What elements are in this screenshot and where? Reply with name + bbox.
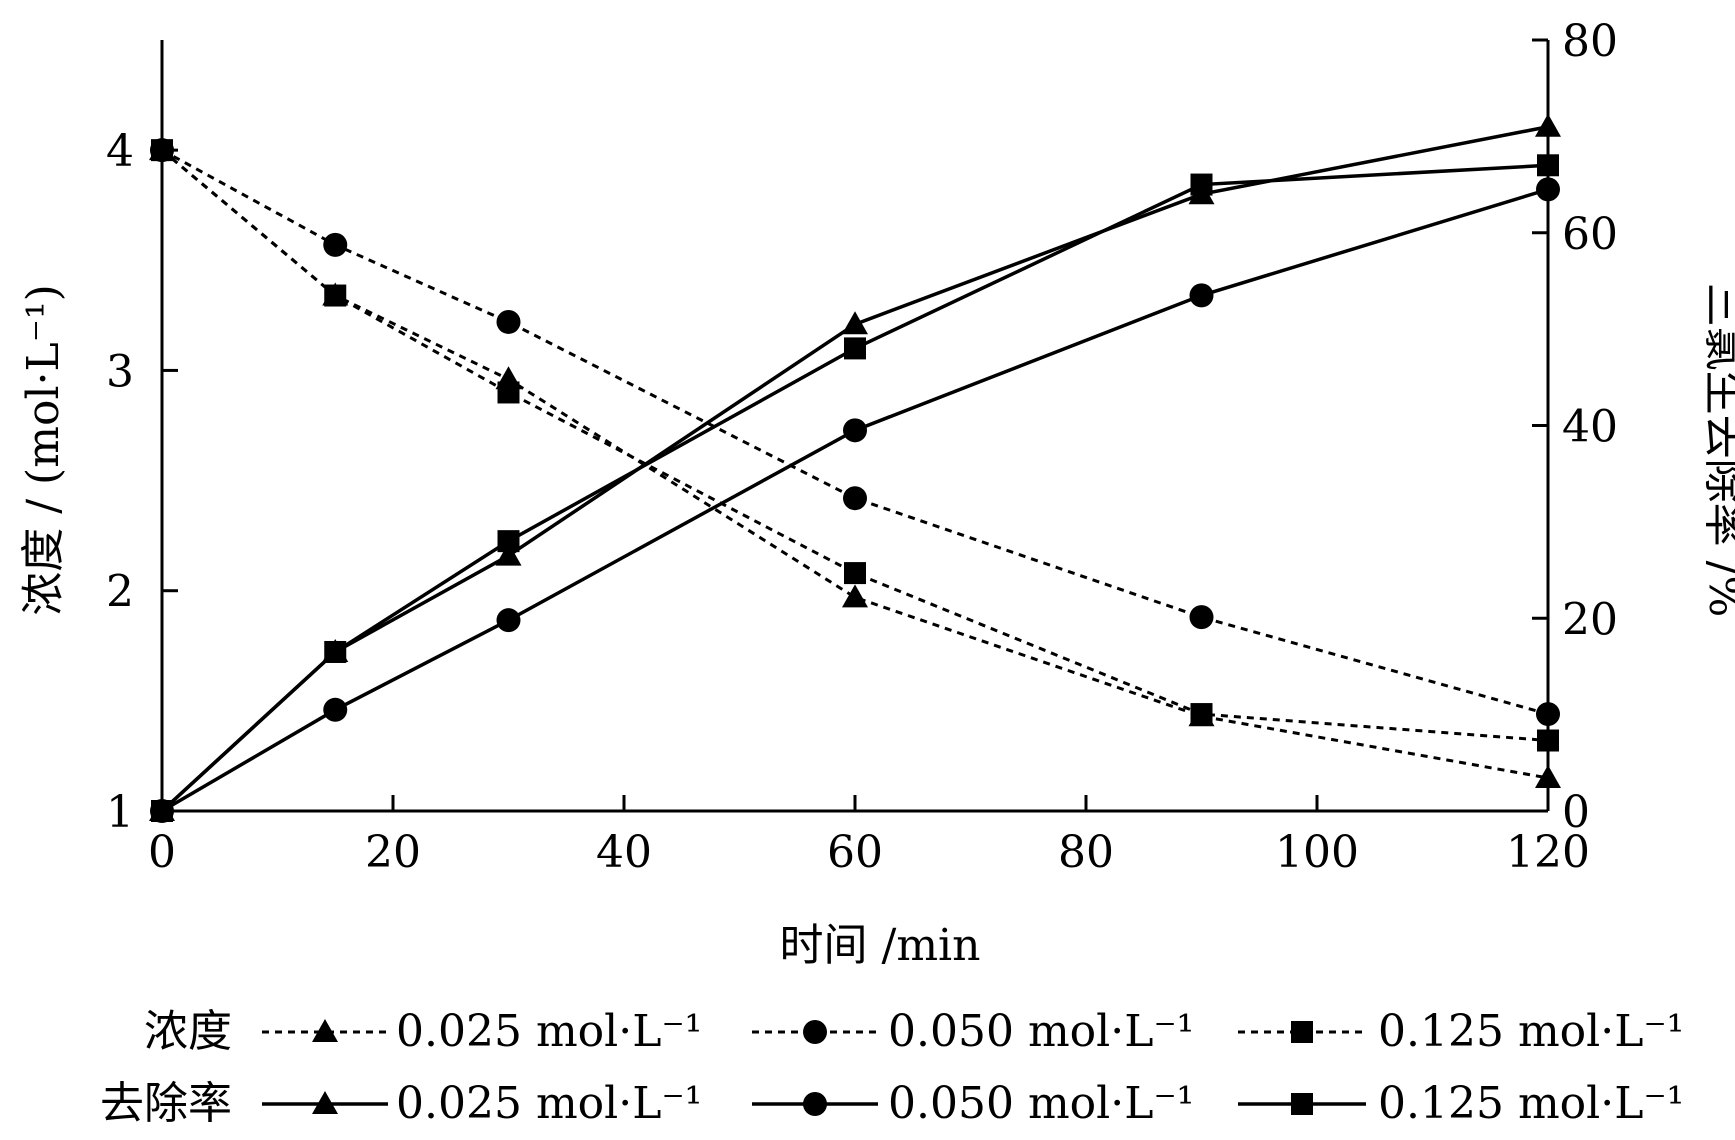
data-point-5-4 <box>1190 173 1213 196</box>
data-point-5-5 <box>1537 154 1559 177</box>
data-point-4-5 <box>1536 177 1560 202</box>
legend-sample-marker <box>312 1019 338 1042</box>
x-tick-label: 40 <box>596 827 652 878</box>
x-axis-label: 时间 /min <box>780 920 981 971</box>
series-line-3 <box>160 125 1549 813</box>
y-left-axis-label: 浓度 / (mol·L⁻¹) <box>18 284 69 615</box>
series-layer <box>149 113 1561 823</box>
legend-entry-0125-dashed: 0.125 mol·L⁻¹ <box>1378 1006 1684 1057</box>
series-5 <box>151 154 1559 822</box>
data-point-2-2 <box>497 381 520 404</box>
series-line-4 <box>161 187 1549 813</box>
y-left-tick-label: 4 <box>106 126 134 177</box>
data-point-5-1 <box>324 640 347 663</box>
series-line-0 <box>161 148 1549 780</box>
legend-entry-0125-solid: 0.125 mol·L⁻¹ <box>1378 1078 1684 1129</box>
legend-sample-marker <box>1291 1021 1313 1043</box>
data-point-2-4 <box>1190 703 1213 726</box>
y-right-tick-label: 0 <box>1562 787 1590 838</box>
y-right-tick-label: 60 <box>1562 209 1618 260</box>
y-left-tick-label: 3 <box>106 346 134 397</box>
x-tick-label: 20 <box>365 827 421 878</box>
legend-sample-marker <box>1291 1093 1313 1115</box>
data-point-0-5 <box>1535 764 1561 788</box>
data-point-3-2 <box>495 542 522 566</box>
y-left-tick-label: 2 <box>106 567 134 618</box>
series-0 <box>149 137 1561 788</box>
legend-sample-marker <box>803 1092 827 1116</box>
legend-entry-0050-solid: 0.050 mol·L⁻¹ <box>888 1078 1194 1129</box>
data-point-2-3 <box>844 562 866 585</box>
series-line-5 <box>160 163 1549 813</box>
x-tick-label: 80 <box>1058 827 1114 878</box>
data-point-2-0 <box>151 139 173 162</box>
series-4 <box>150 177 1560 823</box>
data-point-5-2 <box>497 530 520 553</box>
x-tick-label: 0 <box>148 827 176 878</box>
data-point-5-3 <box>844 337 866 360</box>
data-point-0-3 <box>842 584 868 608</box>
legend-entry-0050-dashed: 0.050 mol·L⁻¹ <box>888 1006 1194 1057</box>
legend-entry-0025-dashed: 0.025 mol·L⁻¹ <box>396 1006 702 1057</box>
data-point-4-4 <box>1189 283 1214 308</box>
data-point-3-5 <box>1535 113 1561 137</box>
legend-row-label-removal: 去除率 <box>100 1078 232 1129</box>
legend: 浓度 去除率 0.025 mol·L⁻¹ 0.050 mol·L⁻¹ 0.125… <box>100 1006 1684 1129</box>
data-point-1-1 <box>323 232 348 257</box>
data-point-2-1 <box>324 284 347 307</box>
x-tick-label: 60 <box>827 827 883 878</box>
legend-row-label-concentration: 浓度 <box>144 1006 232 1057</box>
series-line-2 <box>161 148 1549 743</box>
data-point-1-3 <box>843 486 867 511</box>
data-point-1-4 <box>1189 605 1214 630</box>
legend-sample-marker <box>312 1091 338 1114</box>
legend-entry-0025-solid: 0.025 mol·L⁻¹ <box>396 1078 702 1129</box>
series-line-1 <box>161 148 1549 716</box>
y-right-tick-label: 40 <box>1562 402 1618 453</box>
series-2 <box>151 139 1559 752</box>
data-point-4-3 <box>843 418 867 443</box>
y-left-tick-label: 1 <box>106 787 134 838</box>
data-point-2-5 <box>1537 729 1559 752</box>
y-right-tick-label: 20 <box>1562 594 1618 645</box>
data-point-5-0 <box>151 800 173 822</box>
y-right-tick-label: 80 <box>1562 16 1618 67</box>
legend-sample-marker <box>803 1020 827 1044</box>
series-3 <box>149 113 1561 821</box>
x-tick-label: 120 <box>1506 827 1590 878</box>
data-point-1-2 <box>496 309 521 334</box>
y-right-axis-label: 三氯生去除率 /% <box>1699 283 1735 618</box>
data-point-4-1 <box>323 697 348 722</box>
data-point-4-2 <box>496 608 521 633</box>
data-point-3-3 <box>842 311 868 335</box>
x-tick-label: 100 <box>1275 827 1359 878</box>
data-point-1-5 <box>1536 702 1560 727</box>
